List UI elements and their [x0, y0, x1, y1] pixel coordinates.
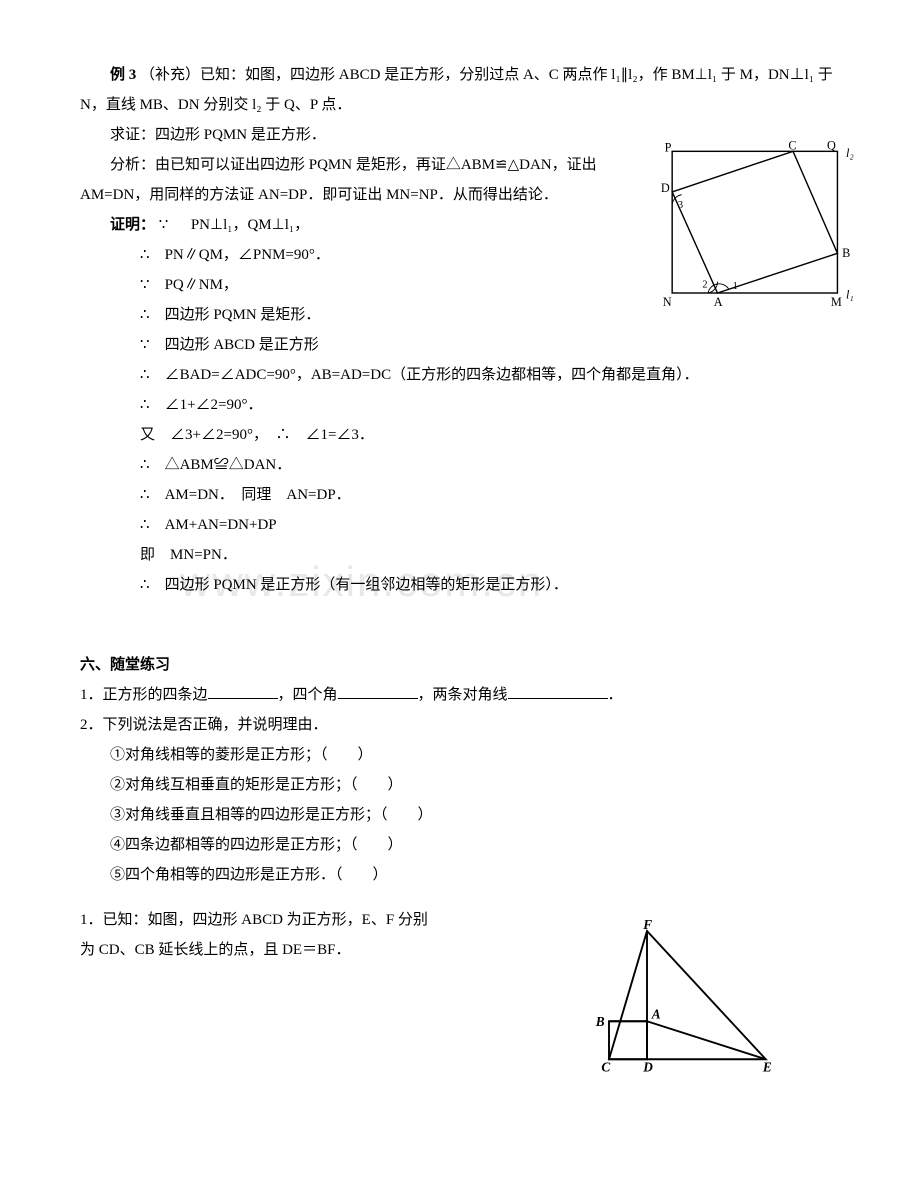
sym: ∵: [140, 337, 150, 353]
lbl-C: C: [788, 140, 796, 152]
q1-end: ．: [608, 687, 623, 703]
sym: ∴: [140, 307, 150, 323]
proof-line-7: 又 ∠3+∠2=90°， ∴ ∠1=∠3．: [80, 420, 840, 450]
sym: ∴: [140, 487, 150, 503]
sym: ∵: [140, 277, 150, 293]
proof-line-5: ∴ ∠BAD=∠ADC=90°，AB=AD=DC（正方形的四条边都相等，四个角都…: [80, 360, 840, 390]
lbl-C: C: [601, 1060, 610, 1075]
q2-item-0: ①对角线相等的菱形是正方形；（ ）: [80, 740, 840, 770]
sym: 又: [140, 427, 155, 443]
lbl-E: E: [762, 1060, 772, 1075]
q1-mid2: ，两条对角线: [418, 687, 508, 703]
example-intro: （补充）已知：如图，四边形 ABCD 是正方形，分别过点 A、C 两点作 l₁∥…: [80, 67, 833, 113]
sym: ∴: [140, 577, 150, 593]
txt: △ABM≌△DAN．: [165, 457, 292, 473]
proof-label: 证明：: [110, 217, 155, 233]
q2-item-3: ④四条边都相等的四边形是正方形；（ ）: [80, 830, 840, 860]
sym: ∴: [140, 247, 150, 263]
txt: AM=DN． 同理 AN=DP．: [165, 487, 351, 503]
txt: 四边形 PQMN 是正方形（有一组邻边相等的矩形是正方形）．: [165, 577, 568, 593]
blank: [338, 698, 418, 699]
txt: PN∥QM，∠PNM=90°．: [165, 247, 330, 263]
practice-title: 六、随堂练习: [80, 650, 840, 680]
lbl-P: P: [665, 140, 672, 154]
proof-sym-0: ∵: [159, 217, 169, 233]
proof-text-0: PN⊥l₁，QM⊥l₁，: [191, 217, 309, 233]
txt: ∠1+∠2=90°．: [165, 397, 263, 413]
lbl-N: N: [663, 295, 672, 309]
lbl-A: A: [651, 1006, 661, 1021]
txt: 四边形 ABCD 是正方形: [165, 337, 319, 353]
practice-q1: 1．正方形的四条边 ，四个角 ，两条对角线 ．: [80, 680, 840, 710]
figure-triangle: F B A C D E: [590, 920, 780, 1075]
lbl-B: B: [842, 246, 850, 260]
blank: [208, 698, 278, 699]
q2-item-4: ⑤四个角相等的四边形是正方形．（ ）: [80, 860, 840, 890]
txt: PQ∥NM，: [165, 277, 238, 293]
txt: AM+AN=DN+DP: [165, 517, 277, 533]
sym: ∴: [140, 367, 150, 383]
lbl-B: B: [595, 1014, 605, 1029]
lbl-Q: Q: [827, 140, 836, 152]
sym: 即: [140, 547, 155, 563]
txt: ∠BAD=∠ADC=90°，AB=AD=DC（正方形的四条边都相等，四个角都是直…: [165, 367, 699, 383]
lbl-l2: l₂: [846, 146, 854, 160]
txt: 四边形 PQMN 是矩形．: [165, 307, 321, 323]
lbl-3: 3: [678, 200, 683, 211]
lbl-F: F: [642, 920, 652, 932]
lbl-D: D: [642, 1060, 653, 1075]
sym: ∴: [140, 517, 150, 533]
q2-item-1: ②对角线互相垂直的矩形是正方形；（ ）: [80, 770, 840, 800]
example-number: 例 3: [110, 67, 136, 83]
blank: [508, 698, 608, 699]
txt: MN=PN．: [170, 547, 237, 563]
q1-mid1: ，四个角: [278, 687, 338, 703]
sym: ∴: [140, 457, 150, 473]
proof-line-6: ∴ ∠1+∠2=90°．: [80, 390, 840, 420]
example-heading-line: 例 3 （补充）已知：如图，四边形 ABCD 是正方形，分别过点 A、C 两点作…: [80, 60, 840, 120]
txt: ∠3+∠2=90°， ∴ ∠1=∠3．: [170, 427, 374, 443]
proof-line-8: ∴ △ABM≌△DAN．: [80, 450, 840, 480]
lbl-A: A: [714, 295, 723, 309]
proof-line-11: 即 MN=PN．: [80, 540, 840, 570]
q1-prefix: 1．正方形的四条边: [80, 687, 208, 703]
figure-pqmn-square: P C Q l₂ D B N A M l₁ 3 2 1: [660, 140, 860, 310]
proof-line-9: ∴ AM=DN． 同理 AN=DP．: [80, 480, 840, 510]
practice-q2: 2．下列说法是否正确，并说明理由．: [80, 710, 840, 740]
lbl-1: 1: [733, 281, 738, 292]
lbl-M: M: [831, 295, 842, 309]
proof-line-10: ∴ AM+AN=DN+DP: [80, 510, 840, 540]
proof-line-12: ∴ 四边形 PQMN 是正方形（有一组邻边相等的矩形是正方形）．: [80, 570, 840, 600]
proof-line-4: ∵ 四边形 ABCD 是正方形: [80, 330, 840, 360]
sym: ∴: [140, 397, 150, 413]
lbl-2: 2: [702, 279, 707, 290]
q2-item-2: ③对角线垂直且相等的四边形是正方形；（ ）: [80, 800, 840, 830]
lbl-l1: l₁: [846, 288, 854, 302]
lbl-D: D: [661, 181, 670, 195]
